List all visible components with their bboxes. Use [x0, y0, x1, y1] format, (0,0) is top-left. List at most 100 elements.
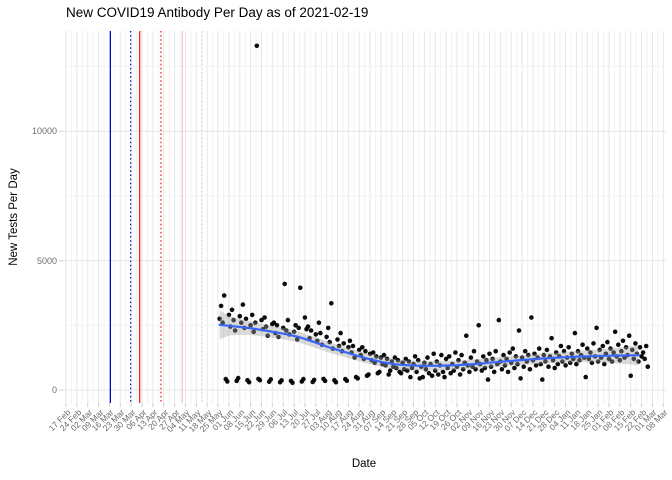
data-point: [316, 320, 322, 326]
data-point: [642, 356, 647, 362]
data-point: [392, 355, 398, 360]
data-point: [626, 333, 632, 339]
data-point: [220, 320, 225, 326]
data-point: [405, 368, 410, 373]
data-point: [363, 348, 368, 354]
data-point: [414, 369, 419, 375]
data-point: [505, 369, 511, 375]
data-point: [374, 354, 379, 359]
data-point: [276, 334, 281, 340]
data-point: [643, 343, 649, 349]
data-point: [253, 320, 258, 326]
data-point: [291, 329, 297, 335]
data-point: [488, 364, 494, 370]
data-point: [232, 328, 238, 333]
data-point: [370, 350, 376, 355]
data-point: [608, 346, 613, 351]
data-point: [384, 356, 390, 362]
data-point: [585, 346, 590, 351]
data-point: [394, 365, 399, 371]
data-point: [229, 307, 235, 313]
data-point: [338, 330, 343, 336]
data-point: [249, 312, 255, 318]
data-point: [285, 317, 291, 323]
data-point: [296, 325, 302, 331]
data-point: [502, 363, 508, 368]
data-point: [623, 345, 629, 350]
data-point: [575, 348, 581, 354]
y-axis-title: New Tests Per Day: [8, 168, 20, 266]
data-point: [574, 361, 579, 367]
data-point: [521, 364, 526, 370]
data-point: [512, 365, 517, 371]
data-point: [569, 351, 575, 357]
data-point: [293, 323, 298, 328]
y-tick-label: 5000: [36, 255, 57, 266]
data-point: [432, 368, 438, 373]
data-point: [464, 333, 469, 339]
trend-line: [218, 323, 640, 367]
data-point: [561, 348, 567, 354]
data-point: [538, 361, 543, 367]
data-point: [645, 364, 651, 370]
data-point: [406, 359, 412, 364]
data-point: [583, 374, 588, 380]
data-point: [473, 367, 478, 372]
y-tick-label: 0: [51, 385, 57, 395]
data-point: [243, 316, 249, 322]
data-point: [600, 343, 606, 349]
data-point: [619, 348, 624, 354]
data-point: [271, 320, 277, 326]
data-point: [602, 361, 607, 367]
data-point: [259, 317, 264, 323]
data-point: [439, 352, 444, 358]
data-point: [595, 359, 601, 364]
data-point: [248, 323, 253, 328]
data-point: [612, 329, 618, 335]
data-point: [403, 356, 409, 362]
data-point: [616, 342, 621, 348]
data-point: [482, 365, 488, 371]
data-point: [329, 301, 334, 306]
data-point: [460, 367, 466, 372]
data-point: [280, 325, 286, 331]
data-point: [268, 377, 274, 382]
data-point: [282, 281, 288, 287]
data-point: [487, 351, 492, 357]
data-point: [218, 303, 224, 309]
data-point: [510, 346, 516, 351]
data-point: [341, 341, 347, 346]
data-point: [415, 357, 421, 363]
data-point: [263, 324, 269, 329]
data-point: [572, 330, 578, 336]
data-point: [221, 293, 227, 298]
data-point: [377, 369, 382, 375]
data-point: [501, 352, 506, 358]
data-point: [381, 352, 387, 358]
confidence-ribbon: [219, 310, 639, 371]
data-point: [426, 370, 432, 376]
data-point: [546, 364, 551, 370]
data-point: [448, 370, 454, 376]
data-point: [544, 347, 550, 353]
data-point: [567, 360, 573, 366]
data-point: [637, 345, 643, 350]
data-point: [490, 356, 495, 362]
data-point: [217, 316, 222, 322]
data-point: [577, 357, 582, 363]
data-point: [519, 355, 525, 360]
data-point: [442, 374, 447, 380]
data-point: [434, 359, 440, 364]
data-point: [527, 367, 533, 372]
data-point: [457, 372, 463, 377]
data-point: [311, 377, 317, 383]
data-point: [558, 343, 564, 349]
data-point: [474, 359, 480, 364]
data-point: [588, 350, 593, 355]
data-point: [443, 356, 449, 362]
data-point: [496, 317, 502, 323]
data-point: [479, 368, 485, 373]
data-point: [446, 354, 452, 359]
data-point: [226, 312, 232, 318]
